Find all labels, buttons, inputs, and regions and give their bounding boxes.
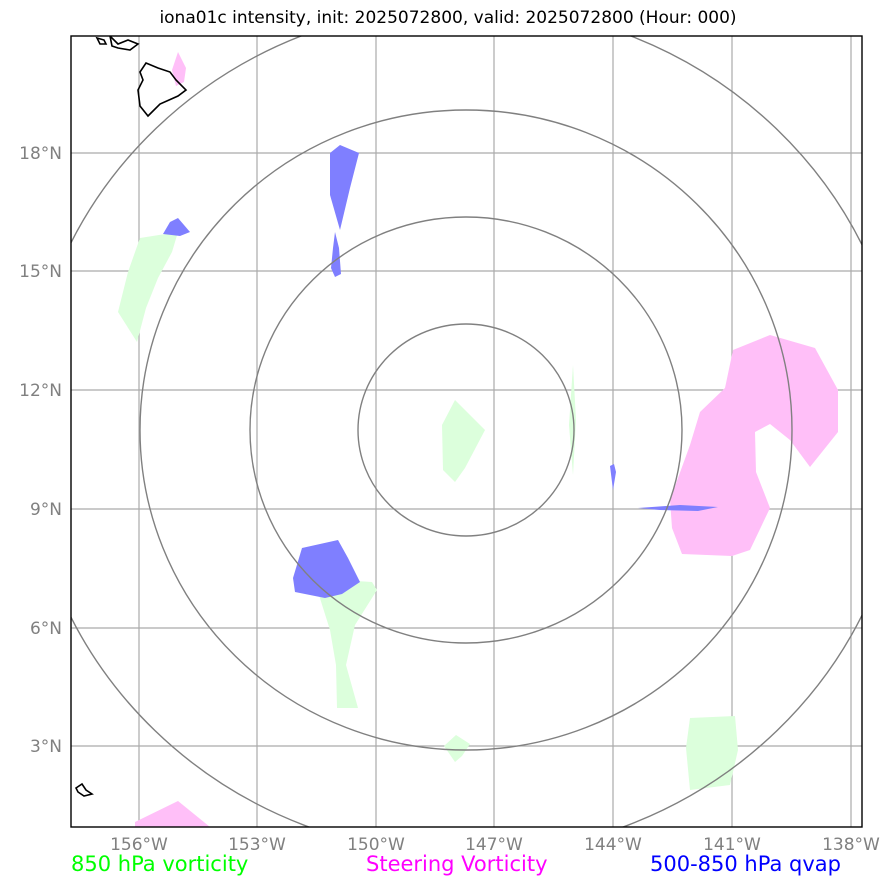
- qvap-blob-west: [163, 218, 190, 236]
- qvap-blob-east-small: [610, 464, 616, 490]
- legend-steering-vorticity: Steering Vorticity: [366, 852, 548, 876]
- lon-tick-labels: 156°W 153°W 150°W 147°W 144°W 141°W 138°…: [110, 835, 880, 855]
- legend-850-vorticity: 850 hPa vorticity: [71, 852, 249, 876]
- vorticity-850-blob-south: [318, 580, 377, 708]
- steering-vorticity-blob-east: [670, 335, 838, 556]
- lon-tick-label: 150°W: [347, 835, 405, 855]
- qvap-blob-north-tail: [331, 232, 341, 277]
- coastline-small-island: [95, 36, 108, 45]
- coastline-hawaii-big-island: [137, 62, 188, 118]
- coastlines: [74, 36, 188, 797]
- steering-vorticity-blob-southwest: [135, 801, 210, 827]
- range-ring-1: [357, 323, 575, 537]
- vorticity-850-field: [118, 232, 738, 790]
- plot-frame: [70, 35, 863, 828]
- lat-tick-labels: 18°N 15°N 12°N 9°N 6°N 3°N: [19, 144, 62, 757]
- lat-tick-label: 6°N: [30, 619, 62, 639]
- lat-tick-label: 3°N: [30, 737, 62, 757]
- map-plot-area: [71, 36, 862, 827]
- steering-vorticity-blob-northwest: [172, 52, 186, 86]
- qvap-blob-east-sliver: [638, 505, 718, 511]
- lat-tick-label: 18°N: [19, 144, 62, 164]
- legend-qvap: 500-850 hPa qvap: [650, 852, 841, 876]
- range-rings: [71, 36, 862, 827]
- map-title: iona01c intensity, init: 2025072800, val…: [159, 8, 737, 28]
- vorticity-850-blob-east-strip: [569, 365, 576, 475]
- coastline-atoll: [74, 782, 94, 797]
- vorticity-850-blob-southeast: [686, 716, 738, 790]
- lat-tick-label: 15°N: [19, 262, 62, 282]
- qvap-blob-south: [293, 540, 360, 598]
- steering-vorticity-field: [135, 52, 838, 827]
- vorticity-850-blob-center: [442, 400, 485, 482]
- range-ring-3: [139, 109, 793, 751]
- vorticity-850-blob-west: [118, 232, 178, 342]
- lon-tick-label: 144°W: [584, 835, 642, 855]
- qvap-field: [163, 145, 718, 598]
- range-ring-2: [249, 216, 683, 644]
- coastline-maui: [109, 36, 140, 51]
- qvap-blob-north: [330, 145, 359, 230]
- lon-tick-label: 153°W: [228, 835, 286, 855]
- lon-tick-label: 147°W: [465, 835, 523, 855]
- vorticity-850-blob-southcenter: [444, 735, 470, 762]
- lon-tick-label: 141°W: [703, 835, 761, 855]
- lat-tick-label: 12°N: [19, 381, 62, 401]
- lon-tick-label: 156°W: [110, 835, 168, 855]
- lon-tick-label: 138°W: [822, 835, 880, 855]
- lat-tick-label: 9°N: [30, 500, 62, 520]
